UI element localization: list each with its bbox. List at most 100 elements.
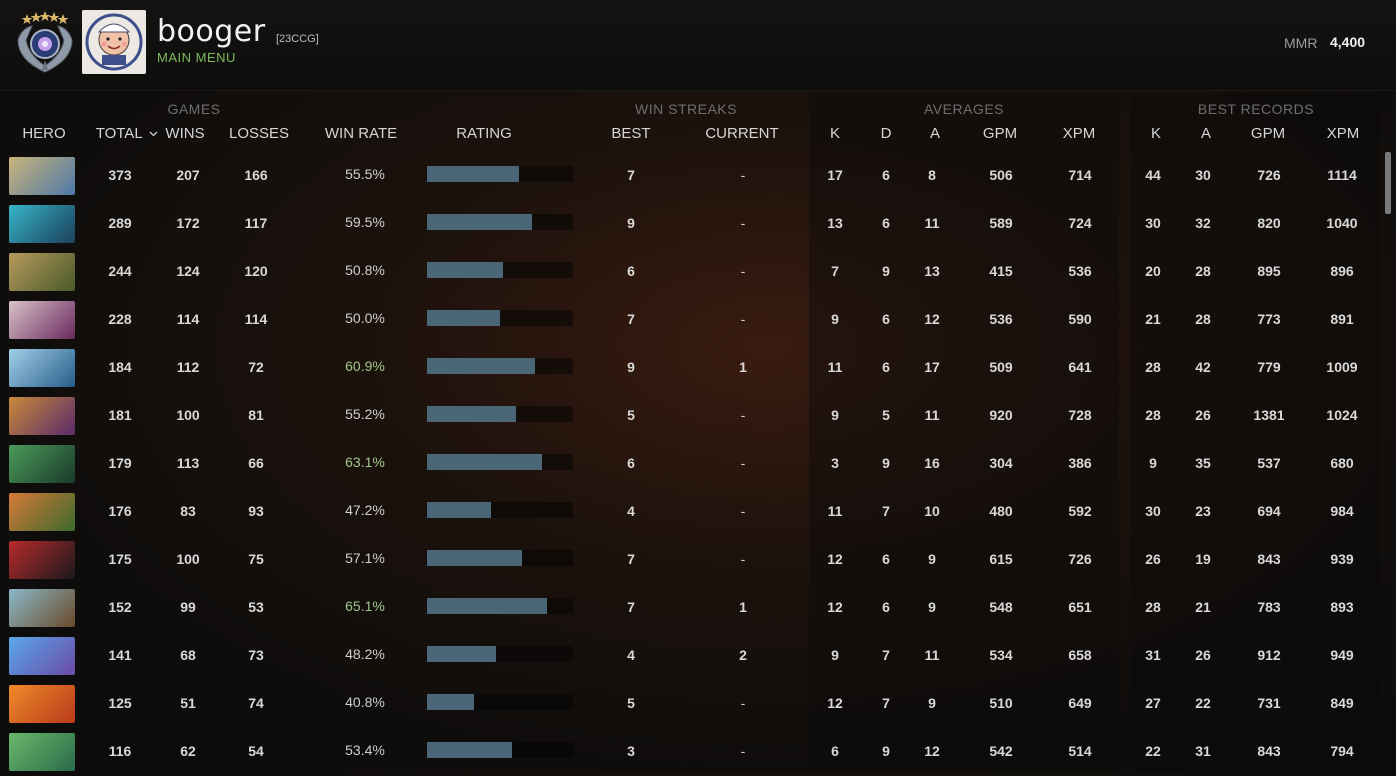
group-label-averages: AVERAGES [924,101,1004,117]
avatar[interactable] [82,10,146,74]
best-streak-cell: 5 [627,695,635,711]
best-k-cell: 28 [1145,599,1161,615]
avg-gpm-cell: 542 [989,743,1013,759]
losses-cell: 53 [248,599,264,615]
table-row[interactable]: 228 114 114 50.0% 7 - 9 6 12 536 590 21 28 773 891 [0,296,1380,344]
rating-bar [427,310,573,326]
table-row[interactable]: 184 112 72 60.9% 9 1 11 6 17 509 641 28 42 779 1009 [0,344,1380,392]
best-gpm-cell: 726 [1257,167,1281,183]
table-row[interactable]: 373 207 166 55.5% 7 - 17 6 8 506 714 44 30 726 1114 [0,152,1380,200]
hero-portrait[interactable] [9,733,75,771]
best-k-cell: 44 [1145,167,1161,183]
table-row[interactable]: 175 100 75 57.1% 7 - 12 6 9 615 726 26 19 843 939 [0,536,1380,584]
column-header-best-xpm[interactable]: XPM [1326,125,1360,142]
column-header-avg-k[interactable]: K [829,125,840,142]
best-xpm-cell: 939 [1330,551,1354,567]
losses-cell: 81 [248,407,264,423]
hero-portrait[interactable] [9,589,75,627]
avg-k-cell: 7 [831,263,839,279]
rating-bar [427,646,573,662]
rating-bar-fill [427,406,516,422]
hero-portrait[interactable] [9,493,75,531]
current-streak-cell: 1 [739,599,747,615]
scrollbar-thumb[interactable] [1385,152,1391,214]
avg-xpm-cell: 536 [1068,263,1092,279]
losses-cell: 66 [248,455,264,471]
hero-portrait[interactable] [9,397,75,435]
column-header-best-k[interactable]: K [1150,125,1161,142]
hero-portrait[interactable] [9,685,75,723]
rating-bar [427,166,573,182]
table-row[interactable]: 116 62 54 53.4% 3 - 6 9 12 542 514 22 31 843 794 [0,728,1380,776]
avg-xpm-cell: 658 [1068,647,1092,663]
avg-xpm-cell: 726 [1068,551,1092,567]
avg-a-cell: 9 [928,551,936,567]
table-row[interactable]: 289 172 117 59.5% 9 - 13 6 11 589 724 30 32 820 1040 [0,200,1380,248]
table-row[interactable]: 181 100 81 55.2% 5 - 9 5 11 920 728 28 26 1381 1024 [0,392,1380,440]
table-row[interactable]: 141 68 73 48.2% 4 2 9 7 11 534 658 31 26 912 949 [0,632,1380,680]
avg-xpm-cell: 641 [1068,359,1092,375]
column-header-total-label: TOTAL [95,125,143,142]
wins-cell: 112 [176,359,200,375]
hero-portrait[interactable] [9,301,75,339]
column-header-best-streak[interactable]: BEST [611,125,651,142]
column-header-best-gpm[interactable]: GPM [1250,125,1286,142]
avg-k-cell: 9 [831,647,839,663]
avg-a-cell: 13 [924,263,940,279]
column-header-avg-gpm[interactable]: GPM [982,125,1018,142]
main-menu-link[interactable]: MAIN MENU [157,50,236,65]
current-streak-cell: - [740,215,746,231]
column-header-avg-d[interactable]: D [880,125,892,142]
group-label-win-streaks: WIN STREAKS [635,101,737,117]
hero-portrait[interactable] [9,445,75,483]
best-streak-cell: 9 [627,359,635,375]
rating-bar [427,262,573,278]
avg-gpm-cell: 509 [989,359,1013,375]
avg-d-cell: 9 [882,263,890,279]
column-header-hero[interactable]: HERO [22,125,66,142]
table-row[interactable]: 179 113 66 63.1% 6 - 3 9 16 304 386 9 35 537 680 [0,440,1380,488]
win-rate-cell: 50.0% [345,310,385,326]
rating-bar-fill [427,694,474,710]
rating-bar-fill [427,214,532,230]
best-a-cell: 28 [1195,311,1211,327]
column-header-losses[interactable]: LOSSES [228,125,290,142]
table-row[interactable]: 176 83 93 47.2% 4 - 11 7 10 480 592 30 23 694 984 [0,488,1380,536]
hero-portrait[interactable] [9,205,75,243]
column-header-wins[interactable]: WINS [165,125,205,142]
best-xpm-cell: 893 [1330,599,1354,615]
avg-gpm-cell: 506 [989,167,1013,183]
best-gpm-cell: 773 [1257,311,1281,327]
best-k-cell: 27 [1145,695,1161,711]
table-row[interactable]: 244 124 120 50.8% 6 - 7 9 13 415 536 20 28 895 896 [0,248,1380,296]
column-header-win-rate[interactable]: WIN RATE [324,125,398,142]
avg-a-cell: 11 [924,215,940,231]
best-streak-cell: 5 [627,407,635,423]
table-row[interactable]: 152 99 53 65.1% 7 1 12 6 9 548 651 28 21 783 893 [0,584,1380,632]
column-header-avg-a[interactable]: A [929,125,940,142]
losses-cell: 54 [248,743,264,759]
rating-bar [427,502,573,518]
best-a-cell: 26 [1195,407,1211,423]
best-xpm-cell: 1024 [1326,407,1358,423]
column-header-avg-xpm[interactable]: XPM [1062,125,1096,142]
avg-gpm-cell: 415 [989,263,1013,279]
hero-portrait[interactable] [9,157,75,195]
best-k-cell: 28 [1145,407,1161,423]
column-header-current-streak[interactable]: CURRENT [705,125,779,142]
hero-portrait[interactable] [9,637,75,675]
avg-k-cell: 12 [827,599,843,615]
total-cell: 116 [108,743,132,759]
column-header-rating[interactable]: RATING [456,125,512,142]
hero-portrait[interactable] [9,349,75,387]
table-row[interactable]: 125 51 74 40.8% 5 - 12 7 9 510 649 27 22 731 849 [0,680,1380,728]
rating-bar-fill [427,358,535,374]
hero-portrait[interactable] [9,541,75,579]
hero-portrait[interactable] [9,253,75,291]
avg-k-cell: 11 [827,503,843,519]
column-header-best-a[interactable]: A [1200,125,1211,142]
losses-cell: 120 [244,263,268,279]
avg-k-cell: 17 [827,167,843,183]
column-header-total[interactable]: TOTAL [92,125,162,142]
rating-bar-fill [427,646,496,662]
